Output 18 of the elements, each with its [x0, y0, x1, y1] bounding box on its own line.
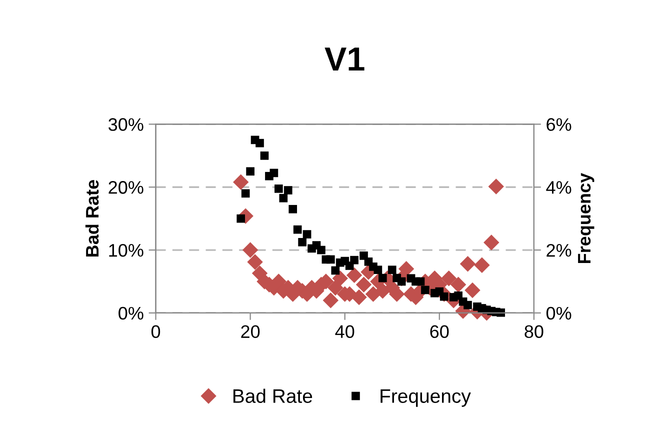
y2-tick-label: 0% — [546, 306, 572, 320]
y2-tick-label: 4% — [546, 181, 572, 194]
legend-label: Frequency — [380, 389, 471, 407]
y-axis-title: Bad Rate — [85, 180, 99, 256]
legend-label: Bad Rate — [233, 388, 312, 403]
x-tick-label: 60 — [430, 325, 449, 338]
x-tick-label: 0 — [151, 325, 160, 338]
x-tick-label: 80 — [524, 325, 544, 338]
x-tick-label: 20 — [241, 325, 260, 338]
y-tick-label: 10% — [109, 244, 144, 257]
y-tick-label: 30% — [108, 118, 144, 131]
chart-title: V1 — [324, 48, 364, 70]
y-tick-label: 20% — [108, 181, 144, 194]
y2-tick-label: 6% — [546, 118, 572, 131]
y2-axis-title: Frequency — [578, 173, 594, 264]
x-tick-label: 40 — [335, 325, 354, 338]
y-tick-label: 0% — [118, 306, 144, 320]
y2-tick-label: 2% — [546, 244, 572, 257]
